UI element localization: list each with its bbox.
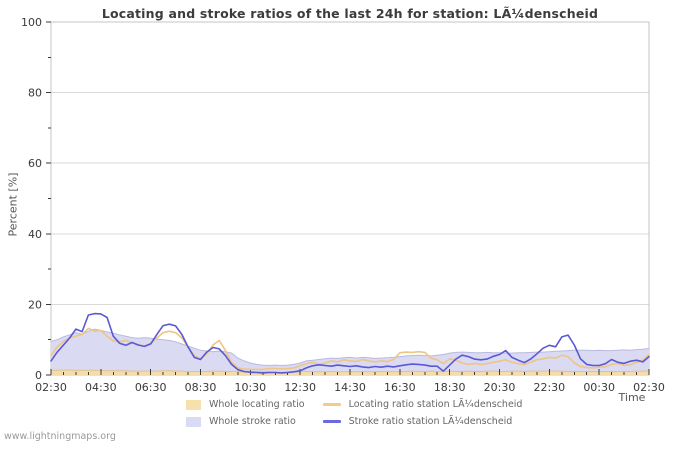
legend-item-stroke-ratio-station: Stroke ratio station LÃ¼denscheid bbox=[322, 413, 523, 430]
legend-label-stroke-ratio-station: Stroke ratio station LÃ¼denscheid bbox=[348, 416, 513, 427]
x-tick-label: 20:30 bbox=[484, 381, 516, 394]
stroke-ratio-station-swatch bbox=[322, 420, 341, 423]
x-tick-label: 22:30 bbox=[533, 381, 565, 394]
x-tick-label: 02:30 bbox=[35, 381, 67, 394]
x-tick-label: 06:30 bbox=[135, 381, 167, 394]
line-series bbox=[50, 312, 650, 374]
x-tick-label: 04:30 bbox=[85, 381, 117, 394]
x-tick-label: 10:30 bbox=[234, 381, 266, 394]
y-tick-label: 60 bbox=[28, 157, 42, 170]
x-tick-label: 16:30 bbox=[384, 381, 416, 394]
x-axis-label: Time bbox=[618, 391, 646, 404]
y-tick-label: 0 bbox=[35, 369, 42, 382]
y-tick-label: 20 bbox=[28, 298, 42, 311]
chart-title: Locating and stroke ratios of the last 2… bbox=[101, 6, 599, 21]
axes: 0 20 40 60 80 100 02:30 04:30 06:30 08:30 10:30 12:… bbox=[21, 16, 665, 394]
gridlines bbox=[51, 92, 649, 305]
y-tick-label: 80 bbox=[28, 87, 42, 100]
x-tick-label: 00:30 bbox=[583, 381, 615, 394]
y-tick-label: 100 bbox=[21, 16, 42, 29]
x-tick-label: 12:30 bbox=[284, 381, 316, 394]
locating-ratio-station-swatch bbox=[322, 403, 341, 406]
watermark: www.lightningmaps.org bbox=[4, 431, 116, 442]
x-tick-label: 14:30 bbox=[334, 381, 366, 394]
x-tick-label: 18:30 bbox=[434, 381, 466, 394]
legend-label-whole-locating-ratio: Whole locating ratio bbox=[209, 399, 305, 410]
legend-label-locating-ratio-station: Locating ratio station LÃ¼denscheid bbox=[348, 399, 523, 410]
legend: Whole locating ratio Whole stroke ratio … bbox=[186, 396, 522, 430]
legend-item-whole-locating-ratio: Whole locating ratio bbox=[186, 396, 305, 413]
area-series bbox=[50, 328, 650, 375]
legend-item-locating-ratio-station: Locating ratio station LÃ¼denscheid bbox=[322, 396, 523, 413]
y-tick-label: 40 bbox=[28, 228, 42, 241]
x-tick-label: 08:30 bbox=[185, 381, 217, 394]
whole-stroke-ratio-swatch bbox=[186, 416, 201, 427]
legend-label-whole-stroke-ratio: Whole stroke ratio bbox=[209, 416, 296, 427]
plot-border bbox=[50, 21, 650, 376]
x-tick-label: 02:30 bbox=[633, 381, 665, 394]
whole-locating-ratio-swatch bbox=[186, 399, 201, 410]
legend-item-whole-stroke-ratio: Whole stroke ratio bbox=[186, 413, 305, 430]
